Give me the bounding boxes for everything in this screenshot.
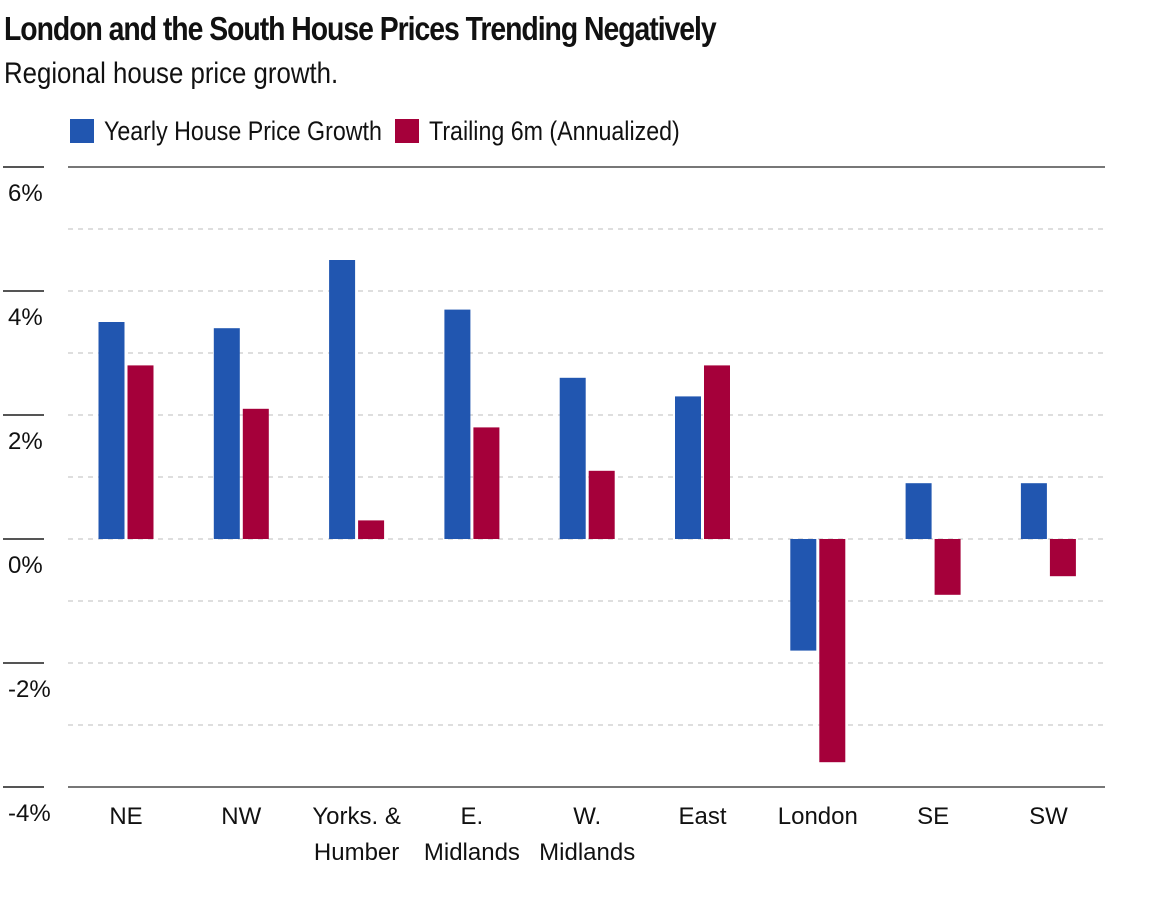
bar-trailing — [242, 408, 269, 539]
y-tick-label: 6% — [8, 180, 43, 207]
x-tick-label: East — [678, 803, 726, 830]
x-tick-label: Midlands — [539, 839, 635, 866]
bar-trailing — [704, 365, 730, 539]
bar-trailing — [934, 539, 961, 595]
bar-yearly — [98, 322, 125, 539]
bar-trailing — [127, 365, 154, 539]
bar-yearly — [675, 396, 701, 539]
x-tick-label: NW — [221, 803, 261, 830]
x-tick-label: E. — [461, 803, 484, 830]
y-tick-label: 4% — [8, 304, 43, 331]
y-tick-label: -4% — [8, 800, 51, 827]
x-tick-label: NE — [109, 803, 142, 830]
bar-yearly — [444, 309, 471, 539]
bar-trailing — [588, 470, 615, 539]
chart-title: London and the South House Prices Trendi… — [4, 10, 717, 47]
x-tick-label: SW — [1029, 803, 1068, 830]
x-tick-label: W. — [573, 803, 601, 830]
legend-label-trailing: Trailing 6m (Annualized) — [429, 116, 680, 146]
bar-yearly — [1020, 483, 1047, 539]
bar-yearly — [329, 260, 356, 539]
x-tick-label: London — [778, 803, 858, 830]
x-tick-label: Midlands — [424, 839, 520, 866]
bar-yearly — [905, 483, 932, 539]
bar-trailing — [819, 539, 846, 763]
bar-trailing — [473, 427, 500, 539]
x-tick-label: Humber — [314, 839, 399, 866]
x-tick-label: Yorks. & — [312, 803, 401, 830]
bar-trailing — [1049, 539, 1076, 577]
y-tick-label: 0% — [8, 552, 43, 579]
bar-yearly — [213, 328, 240, 539]
bar-trailing — [358, 520, 385, 539]
x-tick-label: SE — [917, 803, 949, 830]
bar-yearly — [790, 539, 817, 651]
legend-label-yearly: Yearly House Price Growth — [104, 116, 382, 146]
bar-yearly — [559, 377, 586, 539]
legend-swatch-yearly — [70, 119, 94, 143]
y-tick-label: 2% — [8, 428, 43, 455]
legend-swatch-trailing — [395, 119, 419, 143]
y-tick-label: -2% — [8, 676, 51, 703]
chart-subtitle: Regional house price growth. — [4, 57, 339, 90]
